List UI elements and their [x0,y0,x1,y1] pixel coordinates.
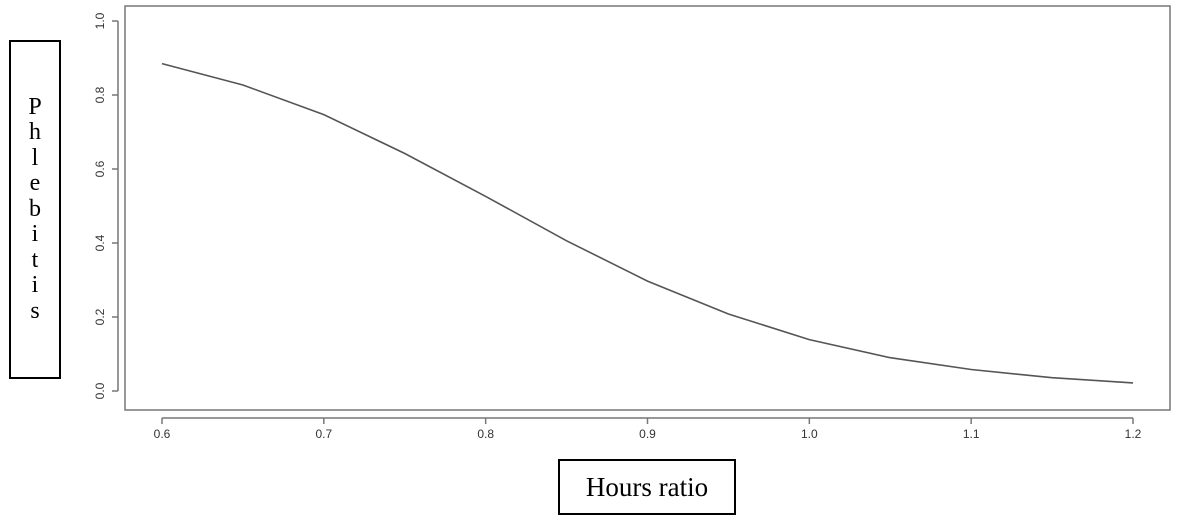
x-tick-label: 0.8 [477,427,494,441]
y-axis-label-char: i [31,272,39,299]
y-axis-label-char: s [30,297,40,324]
y-axis-label-char: l [31,144,39,171]
y-axis-label-char: P [28,93,42,120]
x-tick-label: 0.6 [154,427,171,441]
y-axis: 0.0 0.2 0.4 0.6 0.8 1.0 [93,12,119,399]
y-axis-label-char: i [31,221,39,248]
x-axis: 0.6 0.7 0.8 0.9 1.0 1.1 1.2 [154,417,1142,441]
x-tick-label: 1.1 [963,427,980,441]
plot-frame [124,5,1171,411]
x-tick-label: 0.7 [315,427,332,441]
y-tick-label: 0.4 [93,234,107,251]
y-axis-label-char: h [29,119,41,146]
x-tick-label: 1.2 [1125,427,1142,441]
x-tick-label: 1.0 [801,427,818,441]
x-axis-label: Hours ratio [558,459,736,515]
y-tick-label: 1.0 [93,12,107,29]
series-line [161,62,1134,384]
y-tick-label: 0.6 [93,160,107,177]
y-axis-label-char: b [29,195,41,222]
y-tick-label: 0.8 [93,86,107,103]
y-tick-label: 0.2 [93,308,107,325]
y-tick-label: 0.0 [93,382,107,399]
x-tick-label: 0.9 [639,427,656,441]
y-axis-label-char: e [29,170,41,197]
y-axis-label-char: t [31,246,39,273]
